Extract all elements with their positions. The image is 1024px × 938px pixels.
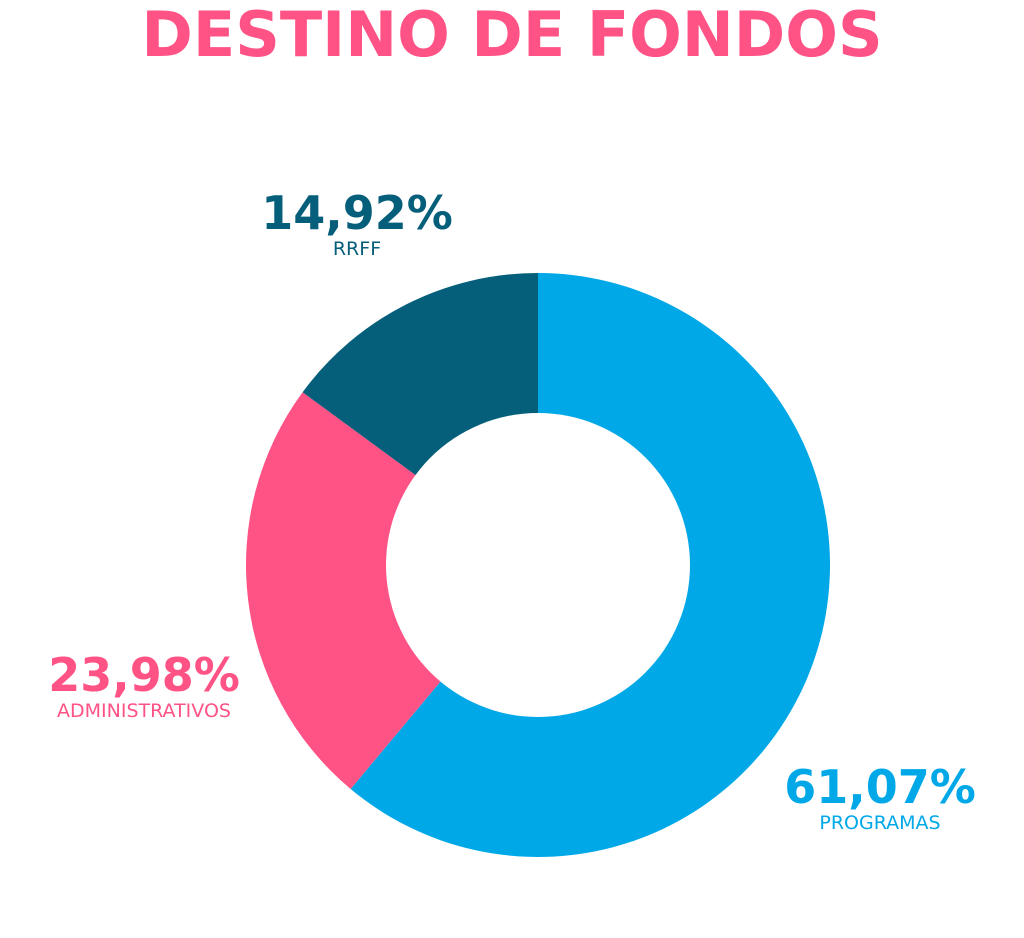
value-label-administrativos: 23,98% (48, 648, 240, 702)
value-label-programas: 61,07% (784, 760, 976, 814)
category-label-rrff: RRFF (332, 238, 382, 260)
chart-title: DESTINO DE FONDOS (141, 0, 883, 71)
label-administrativos: 23,98% ADMINISTRATIVOS (0, 651, 304, 723)
value-label-rrff: 14,92% (261, 186, 453, 240)
label-programas: 61,07% PROGRAMAS (720, 763, 1024, 835)
category-label-programas: PROGRAMAS (819, 812, 941, 834)
donut-hole (386, 413, 690, 717)
label-rrff: 14,92% RRFF (197, 189, 517, 261)
category-label-administrativos: ADMINISTRATIVOS (57, 700, 231, 722)
